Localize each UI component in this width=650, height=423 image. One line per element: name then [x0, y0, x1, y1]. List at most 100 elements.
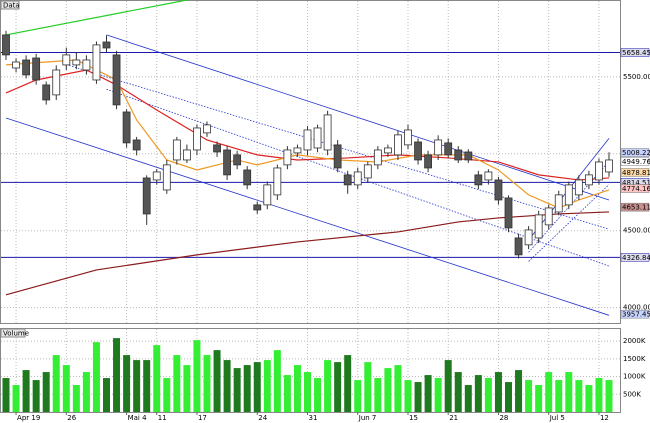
price-label-box [620, 309, 650, 319]
volume-bar [263, 360, 271, 412]
volume-bar [163, 378, 171, 412]
candle-body [414, 141, 422, 161]
candle-body [233, 154, 242, 166]
volume-panel [0, 328, 621, 413]
volume-bar [304, 372, 311, 412]
candle-body [434, 139, 443, 156]
volume-bar [153, 345, 161, 412]
candle-body [72, 59, 81, 66]
volume-bar [273, 350, 281, 412]
volume-bar [223, 360, 231, 412]
y-tick-label: 1000K [623, 373, 646, 381]
volume-bar [525, 380, 533, 412]
x-tick-label: 12 [600, 414, 609, 422]
x-tick-label: Jul 5 [549, 414, 565, 422]
volume-bar [82, 372, 90, 412]
volume-bar [424, 375, 432, 412]
price-label: 4774.16 [622, 185, 650, 193]
volume-bar [42, 372, 50, 412]
y-tick-label: 2000K [623, 337, 646, 345]
volume-bar [464, 385, 472, 412]
price-label: 4878.81 [622, 169, 650, 177]
volume-bar [314, 378, 322, 412]
volume-bar [505, 382, 512, 412]
candle-body [313, 127, 322, 149]
volume-bar [404, 380, 412, 412]
candle-body [404, 129, 412, 146]
candle-body [383, 147, 392, 154]
volume-bar [133, 360, 141, 412]
volume-bar [484, 378, 492, 412]
price-label: 5658.45 [622, 49, 650, 57]
candle-body [494, 179, 503, 201]
volume-bar [575, 380, 583, 412]
volume-bar [2, 378, 10, 412]
candle-body [102, 41, 111, 49]
candle-body [293, 147, 302, 154]
candle-body [464, 151, 473, 161]
volume-bar [324, 360, 332, 412]
volume-bar [384, 368, 392, 412]
volume-title-box [0, 328, 26, 338]
volume-bar [52, 355, 60, 412]
x-tick-label: Mai 4 [128, 414, 147, 422]
volume-bar [535, 385, 543, 412]
candle-body [373, 149, 382, 166]
price-label-box [620, 202, 650, 212]
candle-body [62, 54, 71, 66]
price-label-box [620, 253, 650, 262]
volume-bar [283, 375, 291, 412]
candle-body [2, 34, 10, 56]
x-tick-label: 28 [499, 414, 508, 422]
volume-bar [32, 380, 40, 412]
candle-body [203, 124, 211, 134]
price-panel [0, 0, 621, 324]
x-tick-label: 24 [258, 414, 267, 422]
y-tick-label: 4000.00 [623, 304, 650, 312]
volume-bar [344, 355, 352, 412]
candle-body [162, 164, 171, 191]
price-label-box [620, 148, 650, 157]
candle-body [52, 69, 61, 96]
volume-bar [92, 342, 100, 412]
candle-body [82, 59, 91, 71]
volume-bar [605, 380, 613, 412]
title-box [0, 0, 20, 10]
candle-body [353, 171, 362, 186]
x-tick-label: 21 [449, 414, 458, 422]
candle-body [303, 129, 312, 151]
candle-body [333, 144, 342, 169]
volume-bar [585, 385, 593, 412]
candle-body [454, 149, 463, 161]
candle-body [122, 111, 131, 144]
candle-body [524, 229, 533, 246]
candle-body [283, 149, 292, 166]
price-label: 5008.22 [622, 149, 650, 157]
volume-bar [103, 378, 110, 412]
candle-body [42, 84, 51, 101]
volume-bar [193, 340, 201, 412]
candle-body [534, 214, 543, 239]
candle-body [574, 179, 583, 196]
chart-title: Data [3, 2, 20, 10]
volume-bar [213, 350, 221, 412]
y-tick-label: 1500K [623, 355, 646, 363]
trend-line [106, 34, 610, 201]
y-tick-label: 4500.00 [623, 227, 650, 235]
volume-bar [454, 372, 462, 412]
price-label: 4653.11 [622, 204, 650, 212]
candle-body [544, 207, 553, 226]
volume-bar [595, 378, 603, 412]
candle-body [22, 59, 31, 76]
candle-body [263, 184, 272, 206]
volume-bar [374, 378, 382, 412]
price-label: 4326.84 [622, 254, 650, 262]
candle-body [172, 139, 181, 161]
price-label-box [620, 48, 650, 57]
volume-bar [253, 362, 261, 412]
candle-body [363, 164, 372, 179]
volume-bar [434, 378, 442, 412]
